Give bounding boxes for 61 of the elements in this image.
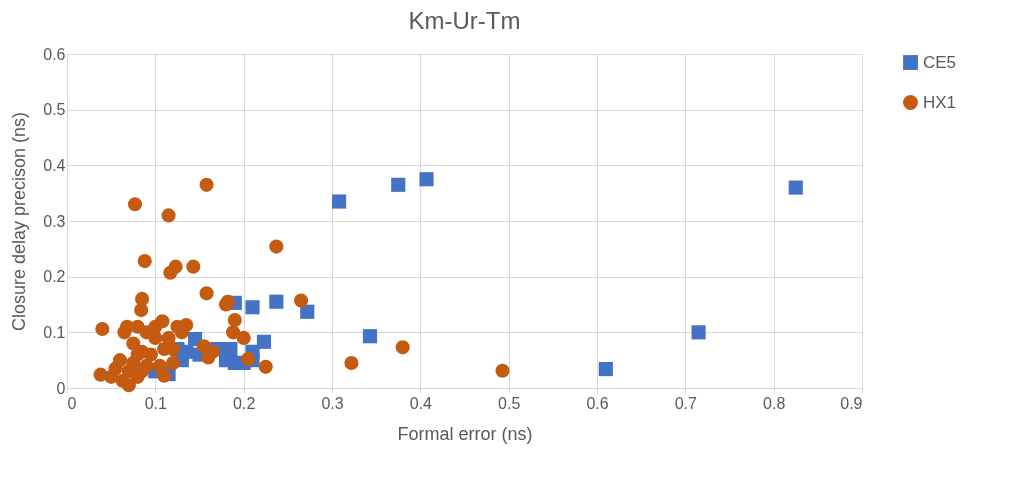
point xyxy=(495,363,510,378)
point xyxy=(227,313,242,328)
point xyxy=(294,293,309,308)
y-tick-label: 0.4 xyxy=(43,156,66,174)
point xyxy=(598,362,613,377)
point xyxy=(269,294,284,309)
point xyxy=(199,177,214,192)
x-tick-label: 0.6 xyxy=(586,394,609,412)
x-tick-label: 0.9 xyxy=(840,394,863,412)
y-tick-label: 0.2 xyxy=(43,268,66,286)
point xyxy=(93,367,108,382)
point xyxy=(258,359,273,374)
y-axis-title: Closure delay precison (ns) xyxy=(9,111,30,332)
x-tick-label: 0.7 xyxy=(674,394,698,412)
point xyxy=(236,330,251,345)
chart-title: Km-Ur-Tm xyxy=(408,7,521,34)
point xyxy=(134,303,149,318)
point xyxy=(362,329,378,344)
point xyxy=(226,325,241,340)
x-tick-label: 0.2 xyxy=(233,394,256,412)
x-tick-label: 0.4 xyxy=(409,394,433,412)
point xyxy=(199,286,214,301)
point xyxy=(152,358,167,373)
x-tick-label: 0.3 xyxy=(321,394,344,412)
x-tick-label: 0.1 xyxy=(144,394,168,412)
point xyxy=(395,340,410,355)
point xyxy=(137,254,152,269)
point xyxy=(186,259,201,274)
point xyxy=(127,197,143,212)
point xyxy=(130,319,145,334)
x-tick-label: 0.5 xyxy=(498,394,521,412)
point xyxy=(691,325,706,340)
point xyxy=(165,355,181,371)
legend-label: CE5 xyxy=(923,52,957,72)
point xyxy=(419,172,434,187)
point xyxy=(95,321,110,337)
y-tick-label: 0.5 xyxy=(43,101,66,119)
point xyxy=(344,355,359,371)
point xyxy=(108,361,123,376)
point xyxy=(245,300,260,315)
point xyxy=(117,325,132,340)
point xyxy=(161,208,176,223)
x-tick-label: 0.8 xyxy=(763,394,786,412)
point xyxy=(332,194,347,209)
y-tick-label: 0.1 xyxy=(43,323,66,341)
point xyxy=(135,364,150,379)
y-tick-label: 0.3 xyxy=(43,212,66,230)
legend-label: HX1 xyxy=(923,92,957,112)
x-tick-label: 0 xyxy=(67,394,77,412)
y-tick-label: 0 xyxy=(56,379,66,397)
y-tick-label: 0.6 xyxy=(43,45,66,63)
point xyxy=(161,330,176,345)
point xyxy=(163,265,178,280)
point xyxy=(115,373,130,388)
x-axis-title: Formal error (ns) xyxy=(397,423,533,444)
point xyxy=(241,352,256,367)
point xyxy=(788,180,803,195)
point xyxy=(391,177,406,192)
point xyxy=(300,304,315,319)
point xyxy=(256,334,272,349)
point xyxy=(269,239,284,254)
